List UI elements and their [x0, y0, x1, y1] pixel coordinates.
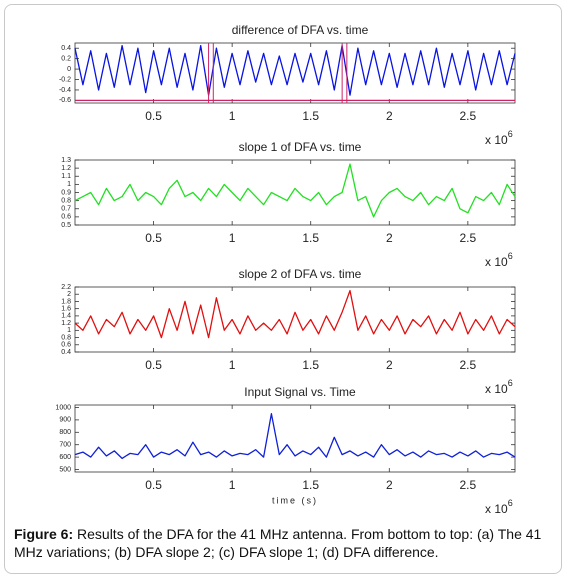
y-tick-label: 1.3	[61, 157, 71, 164]
data-line	[74, 44, 516, 96]
x-scale-label: x 106	[485, 251, 513, 269]
x-scale-label: x 106	[485, 129, 513, 147]
y-tick-label: 1	[67, 181, 71, 188]
x-tick-label: 2.5	[460, 478, 477, 492]
y-tick-label: 1.2	[61, 320, 71, 327]
caption-label: Figure 6:	[14, 526, 74, 542]
y-tick-label: 500	[59, 466, 71, 473]
y-tick-label: 1.8	[61, 298, 71, 305]
x-tick-label: 2	[386, 478, 393, 492]
y-tick-label: 0.4	[61, 45, 71, 52]
x-tick-label: 2	[386, 231, 393, 245]
plot-frame	[74, 42, 516, 104]
x-scale-base: x 10	[485, 382, 508, 396]
x-tick-label: 2.5	[460, 109, 477, 123]
x-tick-label: 1.5	[302, 231, 319, 245]
x-scale-label: x 106	[485, 498, 513, 516]
x-scale-exponent: 6	[508, 251, 513, 261]
y-tick-label: 2.2	[61, 284, 71, 291]
x-scale-base: x 10	[485, 133, 508, 147]
x-scale-label: x 106	[485, 378, 513, 396]
y-tick-label: 0	[67, 66, 71, 73]
y-tick-label: -0.2	[59, 76, 71, 83]
x-scale-exponent: 6	[508, 129, 513, 139]
data-line	[74, 413, 516, 460]
figure: difference of DFA vs. time 0.5 1 1.5 2 2.5 0.4…	[55, 23, 516, 516]
chart-title: difference of DFA vs. time	[232, 23, 369, 37]
x-tick-label: 2	[386, 109, 393, 123]
chart-title: Input Signal vs. Time	[244, 385, 356, 399]
y-tick-label: 0.6	[61, 214, 71, 221]
x-scale-exponent: 6	[508, 498, 513, 508]
x-tick-label: 1.5	[302, 358, 319, 372]
chart-title: slope 1 of DFA vs. time	[239, 140, 362, 154]
y-tick-label: 700	[59, 442, 71, 449]
x-axis-label: time (s)	[272, 495, 318, 505]
x-tick-label: 2	[386, 358, 393, 372]
y-tick-label: 0.4	[61, 349, 71, 356]
data-line	[74, 289, 516, 339]
caption-text: Results of the DFA for the 41 MHz antenn…	[14, 526, 542, 560]
plot-frame	[74, 404, 516, 473]
y-tick-label: 0.8	[61, 197, 71, 204]
y-tick-label: 1.4	[61, 313, 71, 320]
plot-frame	[74, 159, 516, 226]
x-tick-label: 0.5	[145, 109, 162, 123]
y-tick-label: 1.1	[61, 173, 71, 180]
x-tick-label: 1.5	[302, 478, 319, 492]
figure-frame	[4, 4, 562, 574]
y-tick-label: -0.4	[59, 87, 71, 94]
x-tick-label: 0.5	[145, 358, 162, 372]
x-tick-label: 1	[229, 478, 236, 492]
y-tick-label: 1000	[55, 404, 71, 411]
y-tick-label: 0.6	[61, 342, 71, 349]
y-tick-label: 0.5	[61, 222, 71, 229]
x-tick-label: 1	[229, 231, 236, 245]
y-tick-label: 0.2	[61, 55, 71, 62]
y-tick-label: -0.6	[59, 97, 71, 104]
x-scale-base: x 10	[485, 502, 508, 516]
x-tick-label: 0.5	[145, 231, 162, 245]
x-tick-label: 1	[229, 109, 236, 123]
plot-frame	[74, 286, 516, 353]
y-tick-label: 600	[59, 454, 71, 461]
y-tick-label: 900	[59, 417, 71, 424]
x-scale-exponent: 6	[508, 378, 513, 388]
x-tick-label: 1	[229, 358, 236, 372]
y-tick-label: 0.9	[61, 189, 71, 196]
chart-title: slope 2 of DFA vs. time	[239, 267, 362, 281]
y-tick-label: 2	[67, 291, 71, 298]
y-tick-label: 1.2	[61, 165, 71, 172]
x-tick-label: 2.5	[460, 358, 477, 372]
x-tick-label: 0.5	[145, 478, 162, 492]
y-tick-label: 0.8	[61, 334, 71, 341]
caption: Figure 6: Results of the DFA for the 41 …	[14, 525, 554, 561]
data-line	[74, 163, 516, 218]
x-tick-label: 1.5	[302, 109, 319, 123]
y-tick-label: 0.7	[61, 206, 71, 213]
y-tick-label: 1	[67, 327, 71, 334]
y-tick-label: 1.6	[61, 306, 71, 313]
x-tick-label: 2.5	[460, 231, 477, 245]
x-scale-base: x 10	[485, 255, 508, 269]
y-tick-label: 800	[59, 429, 71, 436]
